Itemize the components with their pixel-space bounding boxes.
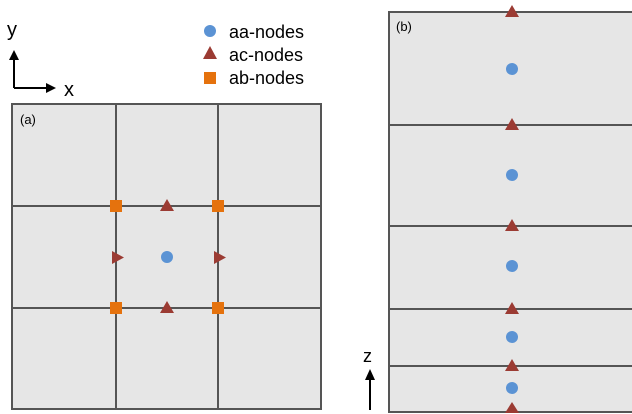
- y-axis-label: y: [7, 19, 17, 41]
- ab-node-marker: [110, 302, 122, 314]
- aa-node-marker: [506, 260, 518, 272]
- aa-node-marker: [161, 251, 173, 263]
- ab-node-marker: [212, 200, 224, 212]
- aa-node-marker: [506, 331, 518, 343]
- axis-indicator-z: z: [363, 346, 375, 410]
- panel-b: (b): [388, 5, 632, 413]
- ac-node-marker: [505, 359, 519, 371]
- z-axis-label: z: [363, 346, 372, 366]
- panel-b-label: (b): [396, 19, 412, 34]
- legend-triangle-icon: [203, 46, 217, 59]
- ac-node-marker: [214, 251, 226, 264]
- legend-label-ac: ac-nodes: [229, 45, 303, 65]
- aa-node-marker: [506, 63, 518, 75]
- x-arrowhead-icon: [46, 83, 56, 93]
- ac-node-marker: [505, 5, 519, 17]
- ac-node-marker: [505, 219, 519, 231]
- legend: aa-nodes ac-nodes ab-nodes: [203, 22, 304, 88]
- y-arrowhead-icon: [9, 50, 19, 60]
- ac-node-marker: [160, 199, 174, 211]
- legend-item-ab: ab-nodes: [204, 68, 304, 88]
- panel-b-background: [388, 11, 632, 413]
- ac-node-marker: [160, 301, 174, 313]
- legend-item-aa: aa-nodes: [204, 22, 304, 42]
- legend-circle-icon: [204, 25, 216, 37]
- ac-node-marker: [505, 118, 519, 130]
- legend-item-ac: ac-nodes: [203, 45, 303, 65]
- ab-node-marker: [110, 200, 122, 212]
- panel-a: (a): [11, 103, 322, 410]
- legend-label-ab: ab-nodes: [229, 68, 304, 88]
- ac-node-marker: [505, 302, 519, 314]
- ac-node-marker: [505, 402, 519, 413]
- ab-node-marker: [212, 302, 224, 314]
- aa-node-marker: [506, 382, 518, 394]
- x-axis-label: x: [64, 79, 74, 101]
- legend-square-icon: [204, 72, 216, 84]
- panel-a-label: (a): [20, 112, 36, 127]
- aa-node-marker: [506, 169, 518, 181]
- legend-label-aa: aa-nodes: [229, 22, 304, 42]
- ac-node-marker: [112, 251, 124, 264]
- axes-indicator-2d: y x: [7, 19, 74, 101]
- z-arrowhead-icon: [365, 369, 375, 380]
